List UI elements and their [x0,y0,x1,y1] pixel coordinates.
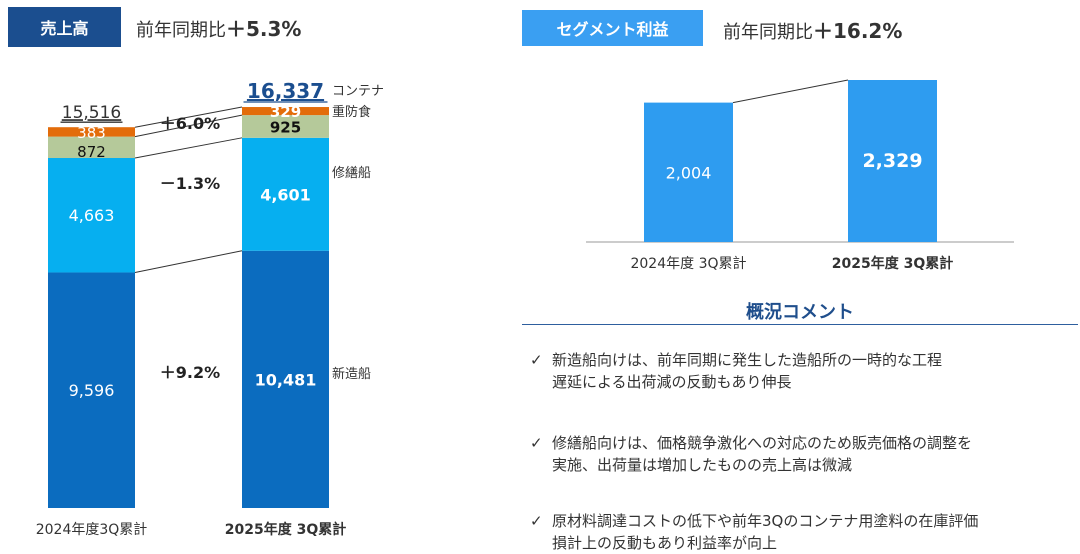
comment-line: 損計上の反動もあり利益率が向上 [552,534,778,552]
container-segment [242,107,329,116]
sales-yoy-value: ＋5.3% [226,17,302,41]
category-label: 2025年度 3Q累計 [225,521,346,538]
series-name-label: 修繕船 [332,165,371,181]
change-label: ＋6.0% [160,114,220,133]
series-name-label: 重防食 [332,104,371,120]
category-label: 2024年度3Q累計 [36,522,148,538]
segment-value-label: 4,663 [69,206,115,225]
profit-value-label: 2,004 [666,163,712,182]
profit-bar [644,102,733,243]
shinzo-segment [242,250,329,508]
total-label: 15,516 [62,103,121,123]
check-icon: ✓ [530,434,543,452]
segment-yoy: 前年同期比＋16.2% [723,15,902,44]
connector-line [134,250,243,273]
comment-line: 修繕船向けは、価格競争激化への対応のため販売価格の調整を [552,434,973,452]
connector-line [732,79,849,104]
check-icon: ✓ [530,512,543,530]
change-label: ＋9.2% [160,363,220,382]
comment-line: 原材料調達コストの低下や前年3Qのコンテナ用塗料の在庫評価 [552,512,979,530]
comment-line: 実施、出荷量は増加したものの売上高は微減 [552,456,853,474]
change-label: －1.3% [160,174,220,193]
category-label: 2025年度 3Q累計 [832,255,953,272]
segment-value-label: 383 [77,124,106,142]
check-icon: ✓ [530,351,543,369]
segment-yoy-prefix: 前年同期比 [723,22,813,43]
profit-bar [848,80,937,242]
total-label: 16,337 [247,79,324,103]
shuzen-segment [48,158,135,273]
segment-value-label: 329 [270,103,301,121]
profit-value-label: 2,329 [862,150,922,172]
segment-value-label: 4,601 [260,185,311,204]
juboshoku-segment [242,115,329,138]
sales-badge: 売上高 [8,7,121,47]
comment-item: ✓ 原材料調達コストの低下や前年3Qのコンテナ用塗料の在庫評価 損計上の反動もあ… [530,510,978,554]
series-name-label: コンテナ [332,84,384,99]
juboshoku-segment [48,136,135,159]
series-name-label: 新造船 [332,366,371,382]
container-segment [48,127,135,137]
segment-value-label: 872 [77,143,106,161]
segment-value-label: 925 [270,118,301,136]
connector-line [134,106,243,128]
comment-line: 遅延による出荷減の反動もあり伸長 [552,373,792,391]
connector-line [134,137,243,159]
sales-yoy-prefix: 前年同期比 [136,20,226,41]
segment-profit-bar-chart: 2,004 2024年度 3Q累計 2,329 2025年度 3Q累計 [586,79,1014,272]
segment-value-label: 9,596 [69,381,115,400]
shinzo-segment [48,272,135,508]
segment-badge: セグメント利益 [522,10,703,46]
segment-yoy-value: ＋16.2% [813,19,903,43]
sales-stacked-bar-chart: 9,596 10,481 4,663 4,601 872 925 383 329 15,516 1… [36,79,384,538]
shuzen-segment [242,137,329,251]
comments-divider [522,324,1078,325]
comment-item: ✓ 修繕船向けは、価格競争激化への対応のため販売価格の調整を 実施、出荷量は増加… [530,432,972,476]
comment-line: 新造船向けは、前年同期に発生した造船所の一時的な工程 [552,351,943,369]
segment-value-label: 10,481 [255,370,317,389]
sales-yoy: 前年同期比＋5.3% [136,13,301,42]
comments-title: 概況コメント [746,302,854,323]
comment-item: ✓ 新造船向けは、前年同期に発生した造船所の一時的な工程 遅延による出荷減の反動… [530,349,942,393]
connector-line [134,114,243,138]
category-label: 2024年度 3Q累計 [630,256,746,272]
